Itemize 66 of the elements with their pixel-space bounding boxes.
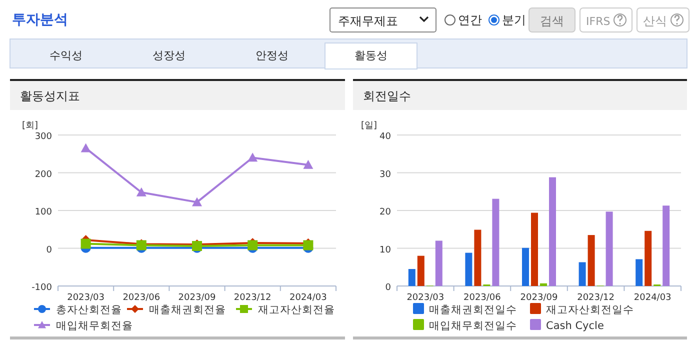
bar (492, 198, 500, 286)
bar (578, 262, 586, 286)
legend-label: 재고자산회전율 (258, 304, 335, 316)
bar (606, 212, 613, 286)
legend-label: 총자산회전율 (56, 304, 122, 316)
legend-label: 매출채권회전율 (149, 304, 226, 316)
y-tick-label: 20 (380, 208, 392, 218)
bar (474, 230, 482, 286)
text: 투자분석 (12, 12, 68, 28)
bar (540, 283, 547, 286)
bar (417, 256, 424, 286)
legend-label: 매출채권회전일수 (429, 304, 517, 316)
y-tick-label: 0 (46, 245, 52, 256)
text: 안정성 (256, 49, 288, 62)
point (192, 197, 202, 206)
bar (644, 230, 652, 286)
bar (435, 240, 442, 286)
legend-label: 매입채무회전율 (56, 320, 133, 332)
y-tick-label: 10 (380, 245, 392, 256)
y-tick-label: 40 (380, 132, 392, 142)
x-tick-label: 2023/09 (520, 293, 558, 303)
text: 수익성 (50, 49, 82, 62)
text: 연간 (458, 13, 482, 27)
text: 검색 (540, 14, 564, 28)
x-tick-label: 2023/12 (577, 293, 614, 303)
bar (465, 252, 472, 286)
y-tick-label: 30 (380, 170, 392, 180)
y-tick-label: 300 (34, 132, 52, 142)
bar (636, 259, 643, 286)
bar (588, 235, 595, 286)
y-axis-title: [일] (361, 121, 378, 131)
bar (531, 212, 538, 286)
y-tick-label: 100 (34, 208, 52, 218)
text: 성장성 (152, 49, 186, 62)
point (80, 238, 91, 249)
point (80, 143, 91, 152)
bar (662, 206, 670, 286)
point (248, 152, 258, 162)
x-tick-label: 2023/12 (234, 293, 272, 303)
text: IFRS (586, 15, 610, 28)
x-tick-label: 2023/06 (122, 293, 160, 303)
x-tick-label: 2023/03 (67, 293, 104, 303)
point (136, 187, 146, 196)
point (303, 160, 314, 169)
chart-title: 활동성지표 (20, 89, 80, 103)
bar (522, 248, 529, 286)
x-tick-label: 2023/03 (406, 293, 444, 303)
legend-label: 재고자산회전일수 (546, 304, 634, 316)
text: 활동성 (354, 49, 388, 62)
y-tick-label: 200 (34, 170, 52, 180)
bar (549, 177, 556, 286)
x-tick-label: 2024/03 (634, 293, 672, 303)
text: 분기 (502, 13, 526, 27)
text: 산식 (643, 14, 667, 28)
legend-label: Cash Cycle (546, 320, 604, 332)
y-axis-title: [회] (22, 121, 38, 131)
y-tick-label: 0 (385, 283, 392, 293)
legend-label: 매입채무회전일수 (429, 320, 517, 332)
x-tick-label: 2023/06 (464, 293, 502, 303)
y-tick-label: -100 (32, 283, 52, 293)
x-tick-label: 2024/03 (290, 293, 327, 303)
bar (408, 269, 416, 286)
point (248, 240, 258, 250)
x-tick-label: 2023/09 (178, 293, 216, 303)
text: 주재무제표 (338, 14, 398, 28)
chart-title: 회전일수 (363, 89, 411, 103)
